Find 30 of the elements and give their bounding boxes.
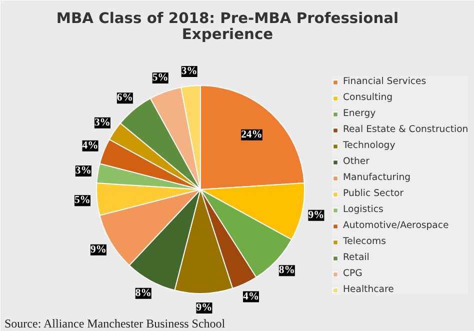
legend-label: Automotive/Aerospace — [343, 220, 449, 231]
data-label: 8% — [135, 288, 152, 299]
data-label: 4% — [82, 140, 98, 152]
legend-label: Telecoms — [343, 236, 386, 247]
legend-label: Retail — [343, 252, 370, 263]
legend-label: Public Sector — [343, 188, 404, 199]
data-label: 9% — [90, 244, 106, 256]
legend-label: Logistics — [343, 204, 384, 215]
legend-label: Technology — [343, 140, 396, 151]
data-label: 9% — [196, 302, 212, 314]
legend-label: CPG — [343, 268, 363, 279]
data-label: 6% — [116, 92, 133, 104]
legend-label: Consulting — [343, 92, 393, 103]
data-label: 4% — [242, 291, 259, 302]
data-label: 8% — [278, 265, 295, 276]
legend-label: Manufacturing — [343, 172, 411, 183]
chart-title: MBA Class of 2018: Pre-MBA Professional Experience — [56, 10, 399, 43]
data-label: 5% — [74, 195, 90, 206]
data-label: 5% — [152, 72, 168, 84]
data-label: 24% — [241, 129, 262, 140]
legend-label: Healthcare — [343, 284, 394, 295]
data-label: 3% — [94, 117, 110, 128]
data-label: 3% — [181, 66, 198, 77]
legend-label: Other — [343, 156, 370, 167]
data-label: 3% — [75, 165, 92, 176]
source-note: Source: Alliance Manchester Business School — [4, 316, 226, 330]
legend-label: Energy — [343, 108, 376, 119]
data-label: 9% — [308, 210, 324, 221]
legend-label: Real Estate & Construction — [343, 124, 468, 135]
legend-label: Financial Services — [343, 76, 426, 87]
